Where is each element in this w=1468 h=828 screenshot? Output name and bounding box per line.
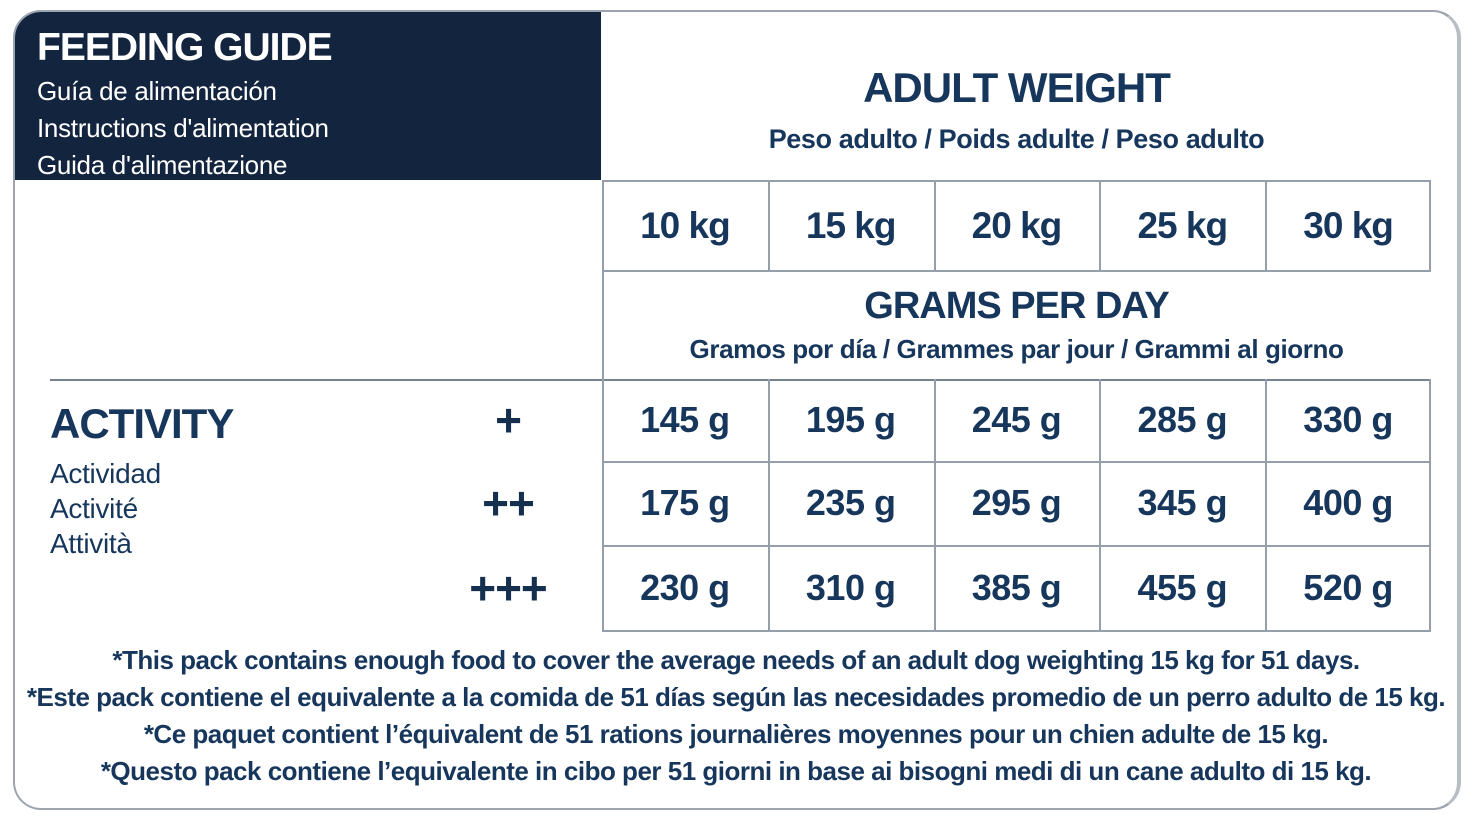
- grams-value: 345 g: [1137, 482, 1228, 523]
- grid-line: [1429, 180, 1431, 270]
- activity-subtitle-es: Actividad: [50, 458, 161, 489]
- grams-value: 455 g: [1137, 566, 1228, 608]
- grams-value: 195 g: [805, 399, 896, 440]
- grid-line: [768, 180, 770, 270]
- footnotes: *This pack contains enough food to cover…: [15, 642, 1457, 790]
- grid-line: [768, 379, 770, 630]
- activity-level-plus-plus: ++: [482, 477, 535, 529]
- activity-title: ACTIVITY: [50, 400, 234, 447]
- grams-value: 295 g: [971, 482, 1062, 523]
- footnote-it: *Questo pack contiene l’equivalente in c…: [100, 756, 1372, 786]
- grid-line: [602, 180, 1431, 182]
- grid-line: [602, 461, 1431, 463]
- activity-level-plus: +: [495, 394, 522, 446]
- grid-line: [934, 180, 936, 270]
- grams-per-day-subtitle: Gramos por día / Grammes par jour / Gram…: [689, 333, 1344, 364]
- weight-header-30kg: 30 kg: [1303, 205, 1394, 246]
- adult-weight-banner: ADULT WEIGHT Peso adulto / Poids adulte …: [602, 64, 1431, 155]
- grid-line: [1265, 379, 1267, 630]
- grams-per-day-title: GRAMS PER DAY: [864, 284, 1169, 327]
- grid-line: [1099, 379, 1101, 630]
- grid-line: [602, 630, 1431, 632]
- weight-header-20kg: 20 kg: [971, 205, 1063, 246]
- feeding-guide-subtitle-fr: Instructions d'alimentation: [37, 113, 329, 143]
- feeding-guide-card: FEEDING GUIDE Guía de alimentación Instr…: [13, 10, 1461, 810]
- grid-line: [50, 379, 1431, 381]
- grams-per-day-banner: GRAMS PER DAY Gramos por día / Grammes p…: [602, 270, 1431, 379]
- grams-value: 285 g: [1137, 399, 1228, 440]
- grid-line: [1265, 180, 1267, 270]
- footnote-fr: *Ce paquet contient l’équivalent de 51 r…: [143, 719, 1329, 749]
- weight-header-25kg: 25 kg: [1137, 205, 1228, 246]
- weight-header-15kg: 15 kg: [805, 205, 897, 246]
- grid-line: [934, 379, 936, 630]
- table-row: 175 g 235 g 295 g 345 g 400 g: [602, 461, 1431, 545]
- weight-header-row: 10 kg 15 kg 20 kg 25 kg 30 kg: [602, 182, 1431, 270]
- grid-line: [602, 545, 1431, 547]
- grams-value: 385 g: [971, 566, 1062, 608]
- grams-value: 175 g: [640, 482, 730, 523]
- feeding-guide-subtitle-es: Guía de alimentación: [37, 76, 277, 106]
- grams-value: 245 g: [971, 399, 1062, 440]
- grams-value: 400 g: [1303, 482, 1393, 523]
- footnote-es: *Este pack contiene el equivalente a la …: [26, 682, 1446, 712]
- weight-header-10kg: 10 kg: [640, 205, 731, 246]
- table-row: 230 g 310 g 385 g 455 g 520 g: [602, 545, 1431, 630]
- grams-value: 330 g: [1303, 399, 1393, 440]
- footnote-en: *This pack contains enough food to cover…: [112, 645, 1360, 675]
- activity-subtitle-it: Attività: [50, 528, 132, 559]
- grid-line: [602, 180, 604, 630]
- feeding-guide-header: FEEDING GUIDE Guía de alimentación Instr…: [15, 12, 601, 180]
- grid-line: [1429, 379, 1431, 630]
- feeding-guide-subtitle-it: Guida d'alimentazione: [37, 150, 288, 180]
- adult-weight-title: ADULT WEIGHT: [863, 64, 1171, 111]
- feeding-guide-title: FEEDING GUIDE: [37, 26, 333, 69]
- grams-value: 235 g: [805, 482, 896, 523]
- table-row: 145 g 195 g 245 g 285 g 330 g: [602, 379, 1431, 461]
- grid-line: [1099, 180, 1101, 270]
- grams-value: 520 g: [1303, 566, 1393, 608]
- grid-line: [602, 270, 1431, 272]
- activity-subtitle-fr: Activité: [50, 493, 138, 524]
- grams-value: 310 g: [805, 566, 896, 608]
- activity-level-plus-plus-plus: +++: [469, 561, 548, 614]
- activity-block: ACTIVITY Actividad Activité Attività: [50, 400, 234, 561]
- grams-value: 145 g: [640, 399, 730, 440]
- adult-weight-subtitle: Peso adulto / Poids adulte / Peso adulto: [768, 124, 1265, 154]
- grams-value: 230 g: [640, 566, 730, 608]
